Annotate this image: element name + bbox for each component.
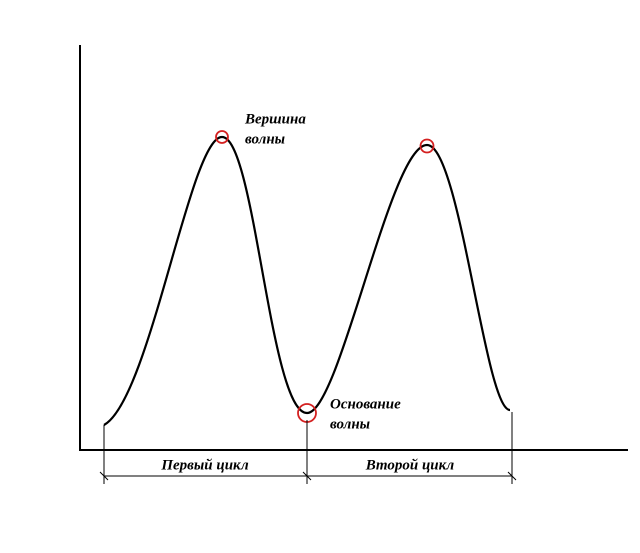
crest-marker [419,138,435,154]
dimension-lines [99,412,517,484]
annotation-line: Основание [330,396,401,412]
tick [99,471,109,481]
annotation-line: волны [330,416,370,432]
cycle-label: Первый цикл [160,457,249,473]
cycle-label: Второй цикл [365,457,455,473]
annotation-line: волны [245,131,285,147]
tick [302,471,312,481]
tick [507,471,517,481]
annotation-line: Вершина [244,111,306,127]
crest-marker [215,130,229,144]
wave-curve [103,135,511,426]
